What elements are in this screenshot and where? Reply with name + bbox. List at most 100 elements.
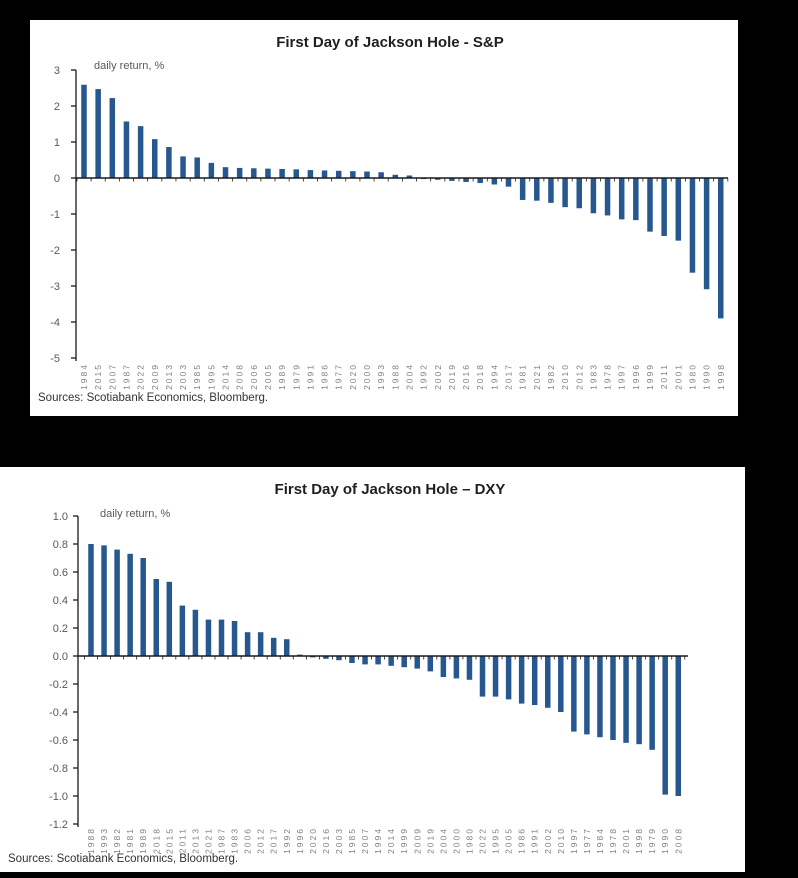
svg-text:2008: 2008	[673, 827, 683, 854]
svg-text:2006: 2006	[243, 827, 253, 854]
svg-text:1994: 1994	[373, 827, 383, 854]
dxy-y-axis-unit-label: daily return, %	[100, 508, 171, 520]
svg-text:2022: 2022	[478, 827, 488, 854]
svg-text:2000: 2000	[362, 363, 372, 390]
svg-text:1989: 1989	[138, 827, 148, 854]
svg-text:-0.8: -0.8	[49, 763, 68, 775]
svg-text:2011: 2011	[177, 827, 187, 853]
svg-text:1993: 1993	[376, 363, 386, 390]
svg-text:2020: 2020	[308, 827, 318, 854]
svg-text:2009: 2009	[412, 827, 422, 854]
svg-text:2019: 2019	[447, 363, 457, 390]
svg-text:1990: 1990	[660, 827, 670, 854]
sp-y-axis-unit-label: daily return, %	[94, 60, 165, 72]
svg-text:-0.4: -0.4	[49, 707, 68, 719]
svg-text:1993: 1993	[99, 827, 109, 854]
svg-text:1981: 1981	[518, 363, 528, 390]
svg-text:1997: 1997	[617, 363, 627, 390]
svg-text:1995: 1995	[491, 827, 501, 854]
svg-text:1978: 1978	[603, 363, 613, 390]
sp-bar-chart: 3 2 1 0 -1 -2 -3 -4 -5 1984 2015 2007 1987 2022 2009 20…	[50, 65, 729, 390]
svg-text:1: 1	[54, 137, 60, 149]
svg-text:2020: 2020	[348, 363, 358, 390]
svg-text:2007: 2007	[360, 827, 370, 854]
svg-text:1982: 1982	[546, 363, 556, 390]
svg-text:-0.2: -0.2	[49, 679, 68, 691]
svg-text:2012: 2012	[574, 363, 584, 390]
svg-text:3: 3	[54, 65, 60, 77]
svg-text:-1.2: -1.2	[49, 819, 68, 831]
svg-text:2015: 2015	[93, 363, 103, 390]
svg-text:1977: 1977	[334, 363, 344, 390]
svg-text:2006: 2006	[249, 363, 259, 390]
svg-text:1977: 1977	[582, 827, 592, 854]
svg-text:1992: 1992	[282, 827, 292, 854]
dxy-chart-title: First Day of Jackson Hole – DXY	[274, 481, 506, 498]
svg-text:1983: 1983	[588, 363, 598, 390]
sp-chart-title: First Day of Jackson Hole - S&P	[276, 34, 504, 51]
svg-text:1979: 1979	[291, 363, 301, 390]
svg-text:2012: 2012	[256, 827, 266, 854]
svg-text:1996: 1996	[295, 827, 305, 854]
svg-text:-3: -3	[50, 281, 60, 293]
svg-text:0: 0	[54, 173, 60, 185]
svg-text:1978: 1978	[608, 827, 618, 854]
svg-text:-1: -1	[50, 209, 60, 221]
svg-text:2019: 2019	[425, 827, 435, 854]
dxy-chart-panel: First Day of Jackson Hole – DXY 1.0 0.8 0.…	[0, 467, 745, 872]
svg-text:2009: 2009	[150, 363, 160, 390]
svg-text:1987: 1987	[121, 363, 131, 390]
svg-text:1982: 1982	[112, 827, 122, 854]
svg-text:2021: 2021	[203, 827, 213, 854]
svg-text:1.0: 1.0	[53, 511, 68, 523]
svg-text:2013: 2013	[164, 363, 174, 390]
svg-text:1987: 1987	[217, 827, 227, 854]
svg-text:1988: 1988	[390, 363, 400, 390]
svg-text:2003: 2003	[178, 363, 188, 390]
svg-text:1985: 1985	[192, 363, 202, 390]
svg-text:0.0: 0.0	[53, 651, 68, 663]
dxy-source-note: Sources: Scotiabank Economics, Bloomberg…	[8, 853, 239, 865]
svg-text:2003: 2003	[334, 827, 344, 854]
svg-text:-0.6: -0.6	[49, 735, 68, 747]
svg-text:1996: 1996	[631, 363, 641, 390]
svg-text:2013: 2013	[190, 827, 200, 854]
svg-text:1991: 1991	[305, 363, 315, 390]
svg-text:2014: 2014	[386, 827, 396, 854]
sp-chart-panel: First Day of Jackson Hole - S&P 3 2 1 0 -1 -2…	[30, 20, 738, 416]
svg-text:2002: 2002	[543, 827, 553, 854]
svg-text:1994: 1994	[489, 363, 499, 390]
svg-text:1984: 1984	[595, 827, 605, 854]
svg-text:2017: 2017	[269, 827, 279, 854]
svg-text:1989: 1989	[277, 363, 287, 390]
svg-text:1986: 1986	[517, 827, 527, 854]
svg-text:-2: -2	[50, 245, 60, 257]
svg-text:1998: 1998	[634, 827, 644, 854]
svg-text:0.8: 0.8	[53, 539, 68, 551]
svg-text:1990: 1990	[702, 363, 712, 390]
svg-text:-1.0: -1.0	[49, 791, 68, 803]
svg-text:2016: 2016	[321, 827, 331, 854]
svg-text:2015: 2015	[164, 827, 174, 854]
svg-text:2004: 2004	[404, 363, 414, 390]
svg-text:1985: 1985	[347, 827, 357, 854]
svg-text:1979: 1979	[647, 827, 657, 854]
svg-text:2011: 2011	[659, 363, 669, 389]
svg-text:1988: 1988	[86, 827, 96, 854]
svg-text:1986: 1986	[320, 363, 330, 390]
svg-text:1981: 1981	[125, 827, 135, 854]
svg-text:2002: 2002	[433, 363, 443, 390]
svg-text:1999: 1999	[645, 363, 655, 390]
svg-text:2007: 2007	[107, 363, 117, 390]
svg-text:1995: 1995	[206, 363, 216, 390]
svg-text:2: 2	[54, 101, 60, 113]
svg-text:1997: 1997	[569, 827, 579, 854]
sp-source-note: Sources: Scotiabank Economics, Bloomberg…	[38, 392, 269, 404]
svg-text:1983: 1983	[230, 827, 240, 854]
svg-text:2010: 2010	[560, 363, 570, 390]
svg-text:0.4: 0.4	[53, 595, 68, 607]
svg-text:2022: 2022	[136, 363, 146, 390]
svg-text:2005: 2005	[504, 827, 514, 854]
svg-text:1980: 1980	[687, 363, 697, 390]
